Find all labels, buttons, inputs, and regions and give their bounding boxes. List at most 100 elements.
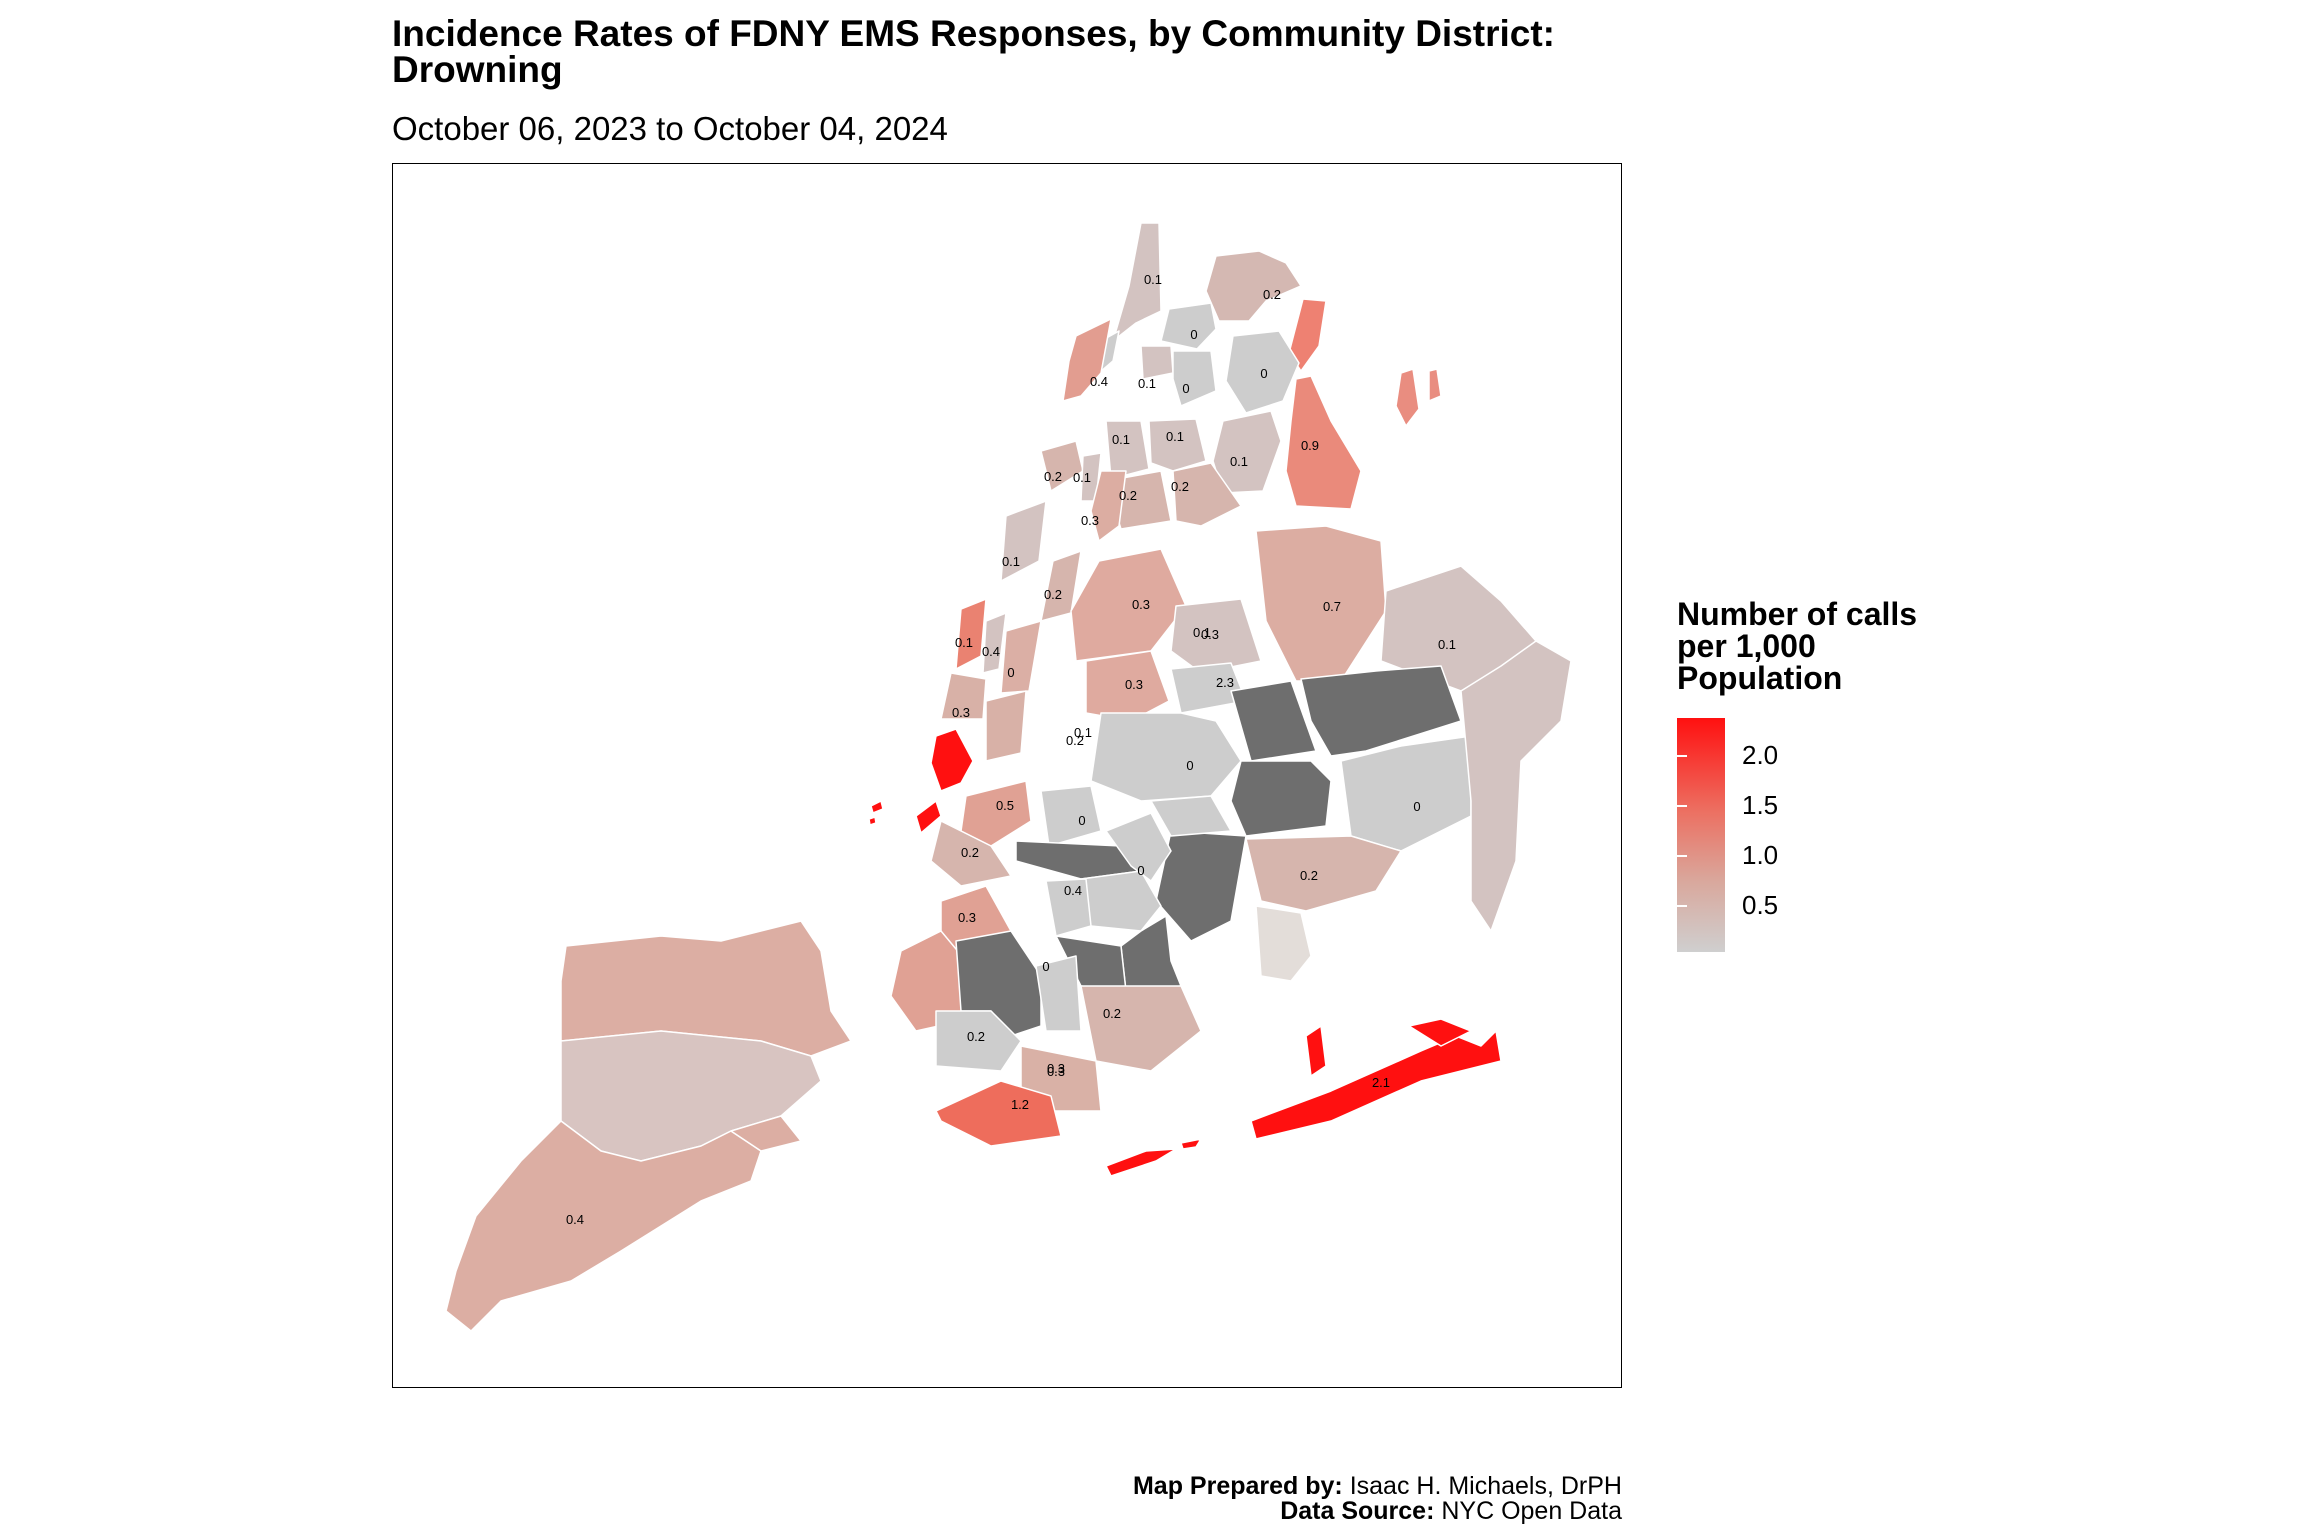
district-qn-rockaway-west (1105, 1138, 1202, 1177)
district-mn-washington-heights (1062, 318, 1112, 402)
caption-source-value: NYC Open Data (1434, 1497, 1622, 1525)
legend-tick-label: 2.0 (1742, 740, 1779, 770)
district-bx-belmont (1105, 420, 1150, 480)
district-mn-upper-west (1000, 500, 1047, 582)
caption-prepared-by: Map Prepared by: Isaac H. Michaels, DrPH (1133, 1474, 1622, 1499)
legend-tick-mark (1725, 855, 1735, 857)
map-panel: 0.1 0.2 0 0.4 0.1 0 0 0.1 0.1 0.9 0.1 0.2 0.1 0.2 0.2 0… (392, 163, 1622, 1388)
legend-tick-mark (1677, 755, 1687, 757)
district-rate-label: 0.2 (1119, 488, 1137, 503)
district-bx-islands (1395, 368, 1442, 427)
district-rate-label: 0.1 (1073, 470, 1091, 485)
district-bx-pelham (1205, 250, 1302, 322)
district-qn-southeast (1245, 835, 1402, 912)
district-bk-crown-heights (1105, 812, 1172, 882)
district-qn-queens-village (1340, 735, 1472, 852)
district-qn-woodhaven (1150, 795, 1232, 837)
district-qn-ozone-park (1155, 830, 1247, 942)
district-si-fresh-kills-edge (730, 1115, 802, 1152)
district-bx-tremont (1148, 418, 1207, 472)
map-caption: Map Prepared by: Isaac H. Michaels, DrPH… (1133, 1474, 1622, 1524)
district-bk-bensonhurst (935, 1010, 1022, 1072)
district-mn-midtown-east (1000, 620, 1042, 694)
district-rate-label: 0 (1078, 813, 1085, 828)
district-si-south-shore (445, 1120, 762, 1332)
district-rate-label: 0 (1137, 863, 1144, 878)
legend-title-line-2: per 1,000 (1677, 628, 1816, 664)
district-rate-label: 0.2 (1263, 287, 1281, 302)
district-rate-label: 0 (1007, 665, 1014, 680)
district-rate-label: 0.7 (1323, 599, 1341, 614)
district-bx-kingsbridge (1160, 302, 1217, 350)
caption-prepared-label: Map Prepared by: (1132, 1472, 1343, 1500)
district-rate-label: 0.3 (952, 705, 970, 720)
district-bx-bedford (1172, 350, 1217, 407)
legend-tick-mark (1725, 755, 1735, 757)
district-rate-label: 2.3 (1216, 675, 1234, 690)
caption-prepared-value: Isaac H. Michaels, DrPH (1342, 1472, 1622, 1500)
district-qn-maspeth (1090, 712, 1242, 802)
district-rate-label: 2.1 (1372, 1075, 1390, 1090)
district-rate-label: 0.2 (1044, 469, 1062, 484)
district-rate-label: 0.2 (1171, 479, 1189, 494)
district-bx-northeast (1288, 298, 1327, 372)
district-bx-wakefield (1225, 330, 1300, 414)
district-qn-jfk (1255, 905, 1312, 982)
legend-title-line-1: Number of calls (1677, 596, 1918, 632)
district-rate-label: 0.1 (1144, 272, 1162, 287)
district-rate-label: 0.1 (1230, 454, 1248, 469)
district-bk-williamsburg (1040, 785, 1102, 847)
district-mn-financial (930, 728, 974, 792)
district-rate-label: 0.2 (1103, 1006, 1121, 1021)
district-bk-coney-island (935, 1080, 1062, 1147)
district-rate-label: 0.2 (967, 1029, 985, 1044)
district-bx-soundview (1285, 375, 1362, 510)
legend-tick-label: 1.0 (1742, 840, 1779, 870)
district-bx-parkchester (1212, 410, 1282, 494)
legend-tick-mark (1677, 855, 1687, 857)
district-rate-label: 0.2 (961, 845, 979, 860)
district-rate-label: 0.1 (1074, 725, 1092, 740)
district-bx-riverdale (1112, 222, 1162, 342)
district-qn-broad-channel (1305, 1025, 1327, 1077)
district-bx-fordham (1140, 345, 1174, 380)
district-rate-label: 0.1 (1002, 554, 1020, 569)
district-rate-label: 0.3 (1125, 677, 1143, 692)
district-qn-hamilton (1408, 1018, 1472, 1047)
district-mn-midtown-west (982, 612, 1007, 674)
district-rate-label: 0.2 (1300, 868, 1318, 883)
district-rate-label: 0.3 (958, 910, 976, 925)
district-rate-label: 0.3 (1132, 597, 1150, 612)
district-mn-lower-east (985, 690, 1027, 762)
legend-tick-mark (1725, 805, 1735, 807)
district-bk-park-slope (930, 820, 1012, 887)
district-rate-label: 0.1 (1438, 637, 1456, 652)
district-rate-label: 0.3 (1201, 627, 1219, 642)
legend-tick-label: 1.5 (1742, 790, 1779, 820)
district-qn-rockaway (1250, 1030, 1502, 1140)
district-rate-label: 0 (1260, 366, 1267, 381)
district-bx-mott-haven (1172, 462, 1242, 527)
district-qn-flushing (1255, 525, 1387, 682)
district-rate-label: 0.4 (1064, 883, 1082, 898)
district-qn-astoria (1070, 548, 1187, 662)
district-rate-label: 0.9 (1301, 438, 1319, 453)
district-mn-east-harlem (1090, 470, 1127, 542)
legend-colorbar (1677, 718, 1725, 952)
district-rate-label: 0.1 (1112, 432, 1130, 447)
district-qn-bellerose (1460, 640, 1572, 932)
nyc-community-district-map: 0.1 0.2 0 0.4 0.1 0 0 0.1 0.1 0.9 0.1 0.2 0.1 0.2 0.2 0… (445, 222, 1572, 1332)
district-rate-labels: 0.1 0.2 0 0.4 0.1 0 0 0.1 0.1 0.9 0.1 0.2 0.1 0.2 0.2 0… (566, 272, 1456, 1227)
legend-title: Number of calls per 1,000 Population (1677, 598, 1977, 694)
district-rate-label: 0.2 (1044, 587, 1062, 602)
district-rate-label: 0 (1190, 327, 1197, 342)
district-bk-greenpoint (960, 780, 1032, 847)
legend-tick-mark (1677, 905, 1687, 907)
district-rate-label: 0.1 (1193, 625, 1211, 640)
district-rate-label: 0.3 (1081, 513, 1099, 528)
district-qn-rego-park (1230, 680, 1317, 762)
district-rate-label: 0.1 (1138, 376, 1156, 391)
district-rate-label: 0.3 (1047, 1064, 1065, 1079)
district-rate-label: 0.3 (1047, 1061, 1065, 1076)
district-mn-greenwich (940, 672, 987, 720)
